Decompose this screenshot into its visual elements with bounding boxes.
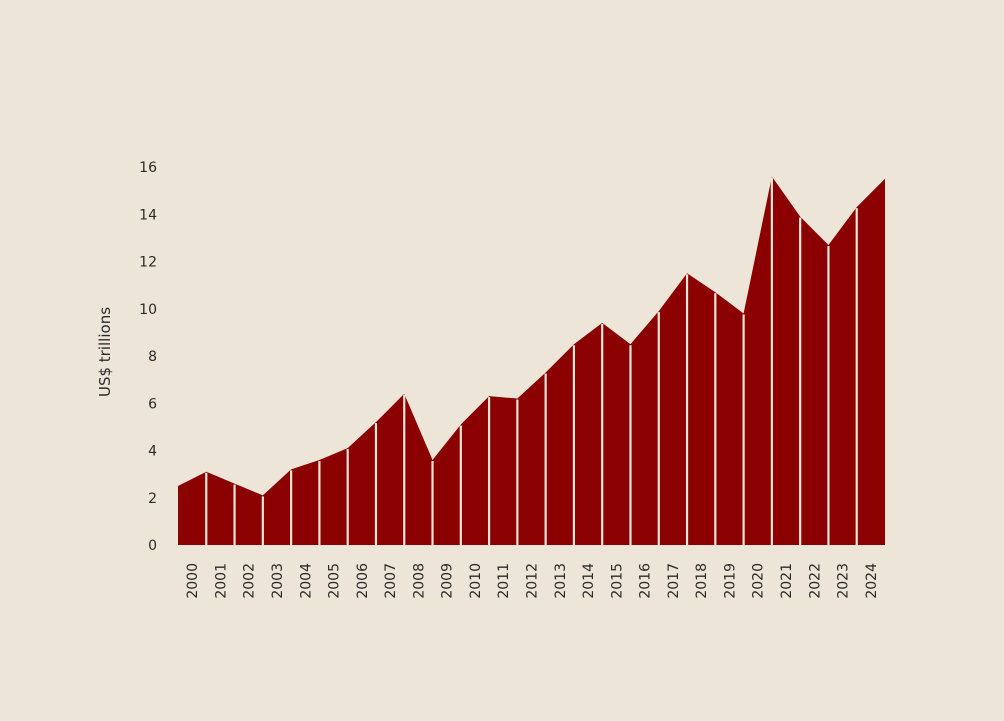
- x-tick-label: 2006: [355, 563, 371, 599]
- x-tick-label: 2018: [694, 563, 710, 599]
- y-tick-label: 2: [148, 491, 157, 507]
- y-tick-label: 4: [148, 444, 157, 460]
- x-tick-label: 2004: [298, 563, 314, 599]
- x-tick-label: 2000: [185, 563, 201, 599]
- area-layer: [178, 176, 885, 545]
- x-tick-label: 2002: [242, 563, 258, 599]
- y-tick-label: 8: [148, 349, 157, 365]
- x-tick-label: 2024: [864, 563, 880, 599]
- x-tick-label: 2003: [270, 563, 286, 599]
- x-axis-ticks: 2000 2001 2002 2003 2004 2005 2006 2007 2008 2009…: [185, 563, 880, 599]
- y-tick-label: 0: [148, 538, 157, 554]
- x-tick-label: 2009: [440, 563, 456, 599]
- x-tick-label: 2023: [836, 563, 852, 599]
- x-tick-label: 2013: [553, 563, 569, 599]
- x-tick-label: 2014: [581, 563, 597, 599]
- y-tick-label: 10: [139, 302, 157, 318]
- y-axis-ticks: 0 2 4 6 8 10 12 14 16: [139, 160, 157, 554]
- x-tick-label: 2016: [638, 563, 654, 599]
- x-tick-label: 2020: [751, 563, 767, 599]
- x-tick-label: 2012: [525, 563, 541, 599]
- y-tick-label: 16: [139, 160, 157, 176]
- x-tick-label: 2015: [609, 563, 625, 599]
- x-tick-label: 2021: [779, 563, 795, 599]
- y-axis-title: US$ trillions: [96, 307, 114, 397]
- x-tick-label: 2008: [411, 563, 427, 599]
- x-tick-label: 2005: [327, 563, 343, 599]
- x-tick-label: 2011: [496, 563, 512, 599]
- y-tick-label: 12: [139, 255, 157, 271]
- x-tick-label: 2001: [213, 563, 229, 599]
- area-series: [178, 176, 885, 545]
- x-tick-label: 2017: [666, 563, 682, 599]
- y-tick-label: 6: [148, 396, 157, 412]
- y-tick-label: 14: [139, 207, 157, 223]
- x-tick-label: 2007: [383, 563, 399, 599]
- column-dividers: [205, 177, 858, 545]
- x-tick-label: 2022: [807, 563, 823, 599]
- x-tick-label: 2010: [468, 563, 484, 599]
- x-tick-label: 2019: [722, 563, 738, 599]
